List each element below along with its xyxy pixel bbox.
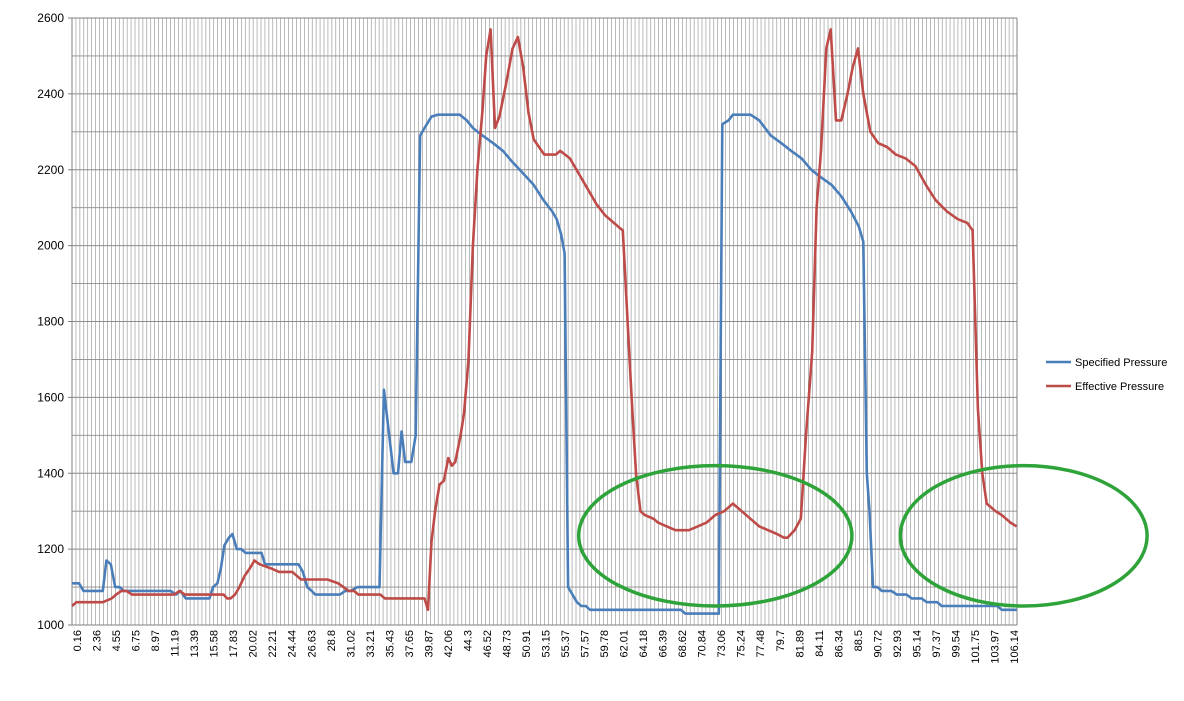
x-tick-label: 90.72 — [872, 630, 884, 658]
x-tick-label: 11.19 — [170, 630, 182, 657]
x-tick-label: 103.97 — [990, 630, 1002, 664]
x-tick-label: 8.97 — [150, 630, 162, 651]
x-tick-label: 79.7 — [775, 630, 787, 651]
x-tick-label: 68.62 — [677, 630, 689, 658]
x-tick-label: 92.93 — [892, 630, 904, 658]
x-tick-label: 24.44 — [287, 630, 299, 658]
y-tick-label: 2400 — [37, 87, 64, 101]
axes — [68, 17, 1018, 626]
series-line-effective-pressure — [71, 28, 1018, 612]
x-tick-label: 86.34 — [833, 630, 845, 658]
x-tick-label: 81.89 — [794, 630, 806, 658]
x-tick-label: 37.65 — [404, 630, 416, 658]
x-tick-label: 17.83 — [228, 630, 240, 658]
x-tick-label: 106.14 — [1009, 630, 1021, 664]
x-tick-label: 48.73 — [502, 630, 514, 658]
x-tick-labels: 0.16 2.36 4.55 6.75 8.97 11.19 13.39 15.58 17.83… — [72, 630, 1021, 664]
x-tick-label: 88.5 — [853, 630, 865, 651]
x-tick-label: 84.11 — [814, 630, 826, 657]
highlight-ellipse — [576, 463, 854, 608]
y-tick-label: 2000 — [37, 239, 64, 253]
x-tick-label: 4.55 — [111, 630, 123, 651]
x-tick-label: 20.02 — [248, 630, 260, 658]
y-tick-label: 2600 — [37, 11, 64, 25]
x-tick-label: 55.37 — [560, 630, 572, 658]
legend-label: Specified Pressure — [1075, 357, 1167, 369]
y-tick-label: 1200 — [37, 542, 64, 556]
x-tick-label: 95.14 — [911, 630, 923, 658]
x-tick-label: 64.18 — [638, 630, 650, 658]
x-tick-label: 44.3 — [462, 630, 474, 651]
x-tick-label: 70.84 — [697, 630, 709, 658]
y-tick-label: 1400 — [37, 466, 64, 480]
x-tick-label: 15.58 — [209, 630, 221, 658]
y-tick-labels: 1000 1200 1400 1600 1800 2000 2200 2400 2600 — [37, 11, 64, 632]
x-tick-label: 0.16 — [72, 630, 84, 651]
x-tick-label: 28.8 — [326, 630, 338, 651]
x-tick-label: 97.37 — [931, 630, 943, 658]
x-tick-label: 31.02 — [345, 630, 357, 658]
x-tick-label: 75.24 — [736, 630, 748, 658]
x-tick-label: 2.36 — [92, 630, 104, 651]
x-tick-label: 33.21 — [365, 630, 377, 658]
x-tick-label: 26.63 — [306, 630, 318, 658]
y-tick-label: 1800 — [37, 315, 64, 329]
x-tick-label: 13.39 — [189, 630, 201, 658]
x-tick-label: 39.87 — [423, 630, 435, 658]
y-tick-label: 1600 — [37, 390, 64, 404]
y-tick-label: 2200 — [37, 163, 64, 177]
x-tick-label: 53.15 — [541, 630, 553, 658]
x-tick-label: 62.01 — [619, 630, 631, 658]
series-line-specified-pressure — [72, 113, 1017, 615]
x-tick-label: 57.57 — [580, 630, 592, 658]
x-tick-label: 101.75 — [970, 630, 982, 664]
grid — [72, 18, 1017, 625]
x-tick-label: 42.06 — [443, 630, 455, 658]
series-lines — [71, 28, 1018, 615]
x-tick-label: 66.39 — [658, 630, 670, 658]
highlight-ellipse — [898, 463, 1149, 608]
x-tick-label: 50.91 — [521, 630, 533, 658]
annotations — [576, 463, 1149, 608]
x-tick-label: 35.43 — [384, 630, 396, 658]
y-tick-label: 1000 — [37, 618, 64, 632]
legend-label: Effective Pressure — [1075, 381, 1164, 393]
legend: Specified Pressure Effective Pressure — [1046, 357, 1167, 393]
x-tick-label: 59.78 — [599, 630, 611, 658]
x-tick-label: 99.54 — [950, 630, 962, 658]
x-tick-label: 6.75 — [131, 630, 143, 651]
x-tick-label: 73.06 — [716, 630, 728, 658]
x-tick-label: 46.52 — [482, 630, 494, 658]
x-tick-label: 77.48 — [755, 630, 767, 658]
x-tick-label: 22.21 — [267, 630, 279, 658]
